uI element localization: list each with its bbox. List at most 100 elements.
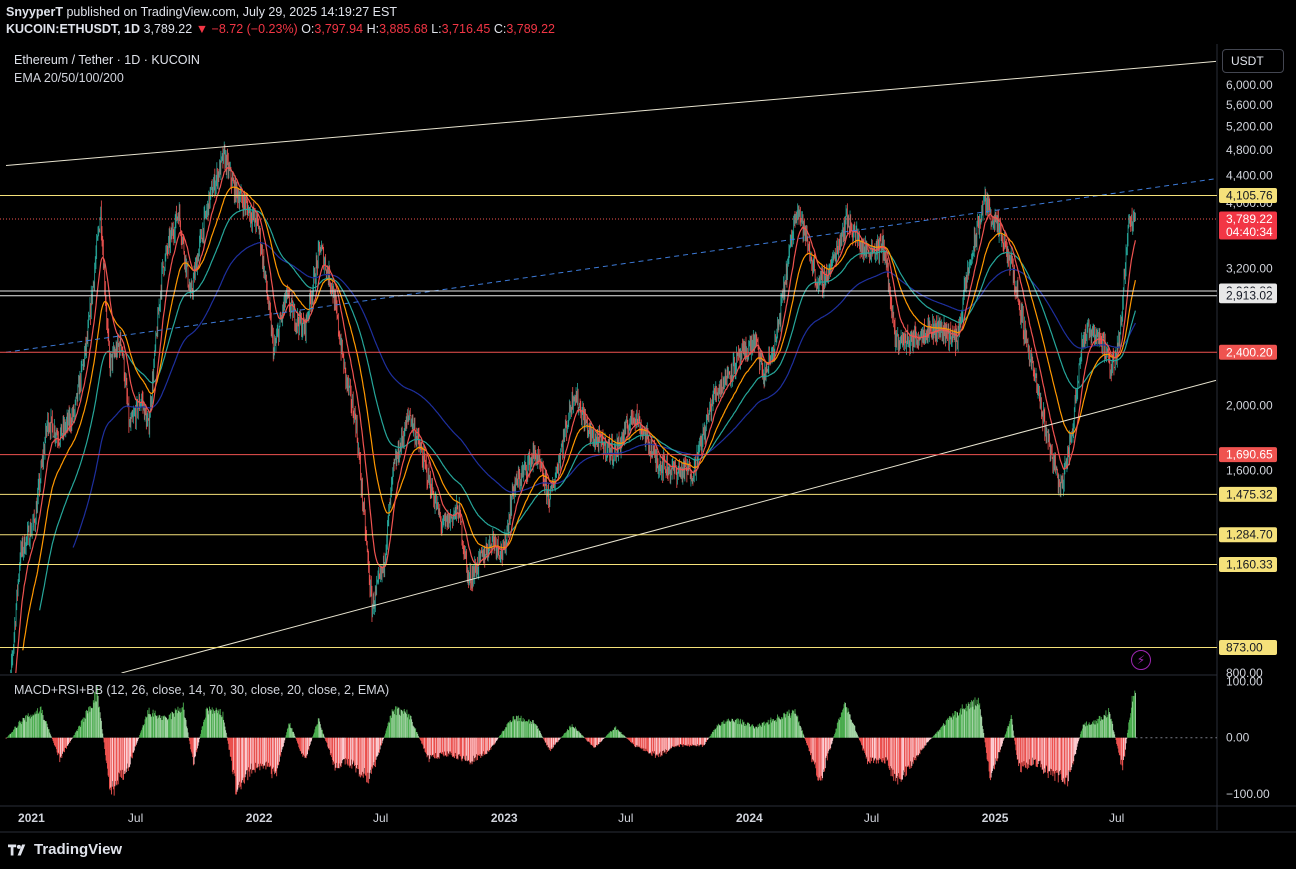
macd-bar: [766, 722, 768, 738]
macd-legend[interactable]: MACD+RSI+BB (12, 26, close, 14, 70, 30, …: [14, 683, 390, 697]
macd-bar: [822, 737, 824, 779]
currency-button[interactable]: USDT: [1222, 49, 1284, 73]
macd-bar: [1086, 721, 1087, 738]
macd-bar: [273, 737, 275, 772]
macd-bar: [1011, 718, 1013, 738]
macd-bar: [769, 719, 771, 738]
macd-bar: [852, 722, 854, 738]
macd-bar: [1065, 737, 1067, 778]
macd-bar: [1083, 724, 1085, 738]
macd-bar: [838, 719, 840, 738]
macd-bar: [952, 713, 954, 738]
level-price-label: 2,913.02: [1226, 289, 1273, 303]
macd-bar: [121, 737, 123, 770]
macd-bar: [516, 716, 518, 738]
trendline-2[interactable]: [5, 178, 1217, 353]
macd-bar: [417, 735, 419, 738]
macd-bar: [25, 715, 26, 738]
macd-bar: [1066, 737, 1068, 776]
macd-bar: [622, 734, 623, 738]
macd-bar: [210, 710, 212, 738]
macd-bar: [763, 722, 764, 738]
macd-bar: [424, 737, 426, 752]
macd-bar: [709, 735, 711, 738]
macd-bar: [675, 737, 677, 747]
macd-bar: [59, 737, 61, 763]
macd-bar: [32, 714, 34, 738]
macd-bar: [254, 737, 256, 773]
macd-bar: [1019, 737, 1021, 764]
macd-bar: [397, 708, 398, 738]
level-price-tag: [1219, 288, 1277, 304]
macd-bar: [877, 737, 879, 764]
macd-bar: [648, 737, 650, 754]
macd-bar: [1010, 718, 1012, 738]
macd-bar: [145, 716, 147, 738]
macd-bar: [700, 737, 702, 745]
macd-bar: [23, 717, 24, 738]
macd-bar: [321, 729, 323, 738]
macd-bar: [479, 737, 481, 755]
macd-bar: [814, 737, 816, 763]
macd-bar: [170, 719, 172, 738]
macd-bar: [332, 737, 334, 765]
macd-bar: [773, 720, 775, 738]
macd-bar: [1030, 737, 1032, 766]
macd-bar: [397, 707, 399, 738]
macd-bar: [159, 715, 161, 738]
trendline-1[interactable]: [5, 60, 1217, 167]
macd-bar: [309, 737, 311, 745]
macd-bar: [1028, 737, 1030, 760]
macd-bar: [395, 706, 396, 738]
macd-bar: [861, 737, 862, 745]
level-price-label: 4,105.76: [1226, 189, 1273, 203]
macd-bar: [491, 737, 493, 746]
macd-bar: [785, 717, 787, 738]
macd-bar: [670, 737, 672, 750]
macd-bar: [671, 737, 673, 747]
macd-bar: [69, 737, 71, 743]
macd-bar: [845, 707, 847, 738]
macd-bar: [366, 737, 368, 783]
macd-bar: [339, 737, 341, 766]
macd-bar: [1122, 737, 1124, 771]
macd-bar: [461, 737, 463, 762]
macd-bar: [628, 737, 629, 740]
macd-bar: [834, 734, 836, 738]
macd-bar: [537, 728, 539, 738]
macd-bar: [680, 737, 682, 745]
level-price-label: 3,789.22: [1226, 212, 1273, 226]
macd-bar: [245, 737, 247, 775]
macd-bar: [868, 737, 870, 762]
macd-bar: [620, 732, 622, 738]
macd-bar: [630, 737, 631, 743]
macd-bar: [863, 737, 864, 749]
symbol-legend[interactable]: Ethereum / Tether · 1D · KUCOIN: [14, 53, 200, 67]
macd-bar: [797, 722, 799, 738]
macd-bar: [297, 737, 298, 743]
macd-bar: [608, 732, 610, 738]
macd-bar: [675, 737, 676, 746]
macd-bar: [282, 737, 284, 748]
ema-legend[interactable]: EMA 20/50/100/200: [14, 71, 124, 85]
macd-bar: [86, 709, 88, 738]
macd-bar: [570, 727, 572, 738]
publisher-name[interactable]: SnyyperT: [6, 5, 63, 19]
level-price-label: 1,284.70: [1226, 528, 1273, 542]
macd-bar: [356, 737, 358, 765]
macd-bar: [940, 727, 942, 738]
macd-bar: [45, 721, 47, 738]
macd-bar: [944, 725, 946, 738]
lightning-icon[interactable]: ⚡: [1131, 650, 1151, 670]
macd-bar: [495, 737, 497, 742]
macd-bar: [879, 737, 881, 759]
macd-bar: [626, 737, 628, 739]
macd-bar: [196, 737, 198, 749]
macd-bar: [1064, 737, 1066, 785]
macd-bar: [39, 711, 41, 738]
trendline-3[interactable]: [121, 379, 1217, 673]
macd-bar: [824, 737, 826, 772]
macd-bar: [6, 736, 8, 738]
macd-bar: [702, 737, 704, 745]
